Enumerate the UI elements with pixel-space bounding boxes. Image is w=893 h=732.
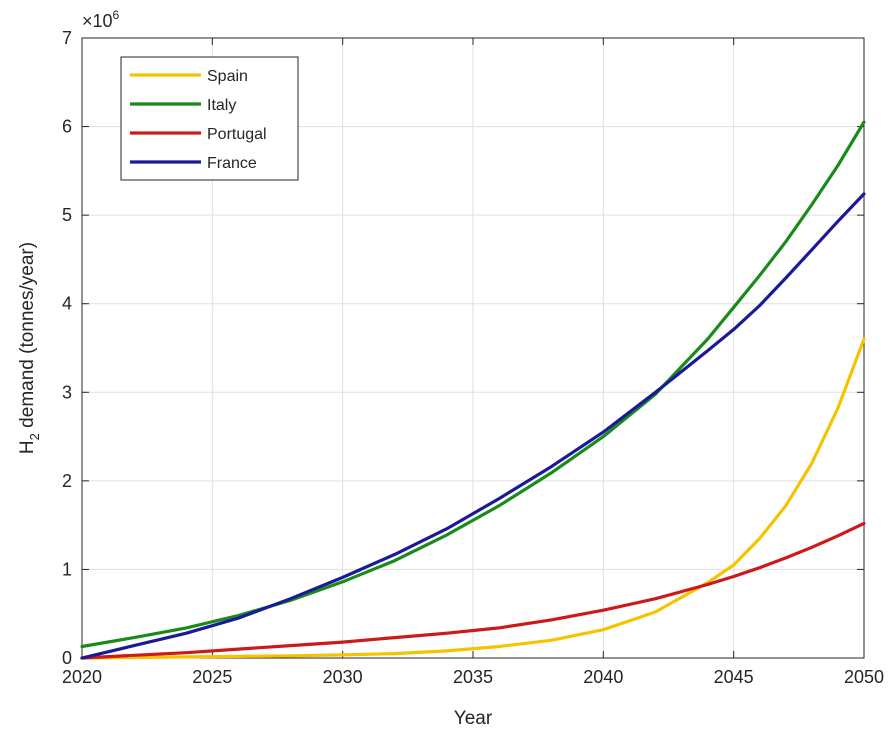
x-axis-label: Year (454, 708, 493, 729)
legend-label-spain: Spain (207, 68, 248, 85)
exponent-prefix: ×10 (82, 11, 113, 31)
series-line-spain (80, 337, 866, 660)
y-axis-label-sub: 2 (27, 433, 42, 440)
y-tick-label: 1 (62, 559, 72, 579)
y-tick-label: 3 (62, 382, 72, 402)
legend-box (120, 56, 299, 181)
exponent-power: 6 (113, 8, 120, 22)
x-tick-label: 2030 (323, 667, 363, 687)
x-tick-label: 2035 (453, 667, 493, 687)
grid (81, 37, 865, 659)
y-axis-label-main: H (17, 440, 38, 454)
series-line-france (80, 192, 866, 660)
y-tick-label: 6 (62, 117, 72, 137)
legend-label-italy: Italy (207, 97, 236, 114)
y-axis-exponent: ×106 (82, 8, 120, 31)
x-tick-label: 2050 (844, 667, 884, 687)
x-tick-label: 2025 (192, 667, 232, 687)
y-tick-label: 0 (62, 648, 72, 668)
legend-label-france: France (207, 155, 257, 172)
x-tick-label: 2020 (62, 667, 102, 687)
y-tick-label: 7 (62, 28, 72, 48)
series-lines (80, 120, 866, 660)
y-tick-label: 2 (62, 471, 72, 491)
legend: Spain Italy Portugal France (120, 56, 299, 181)
x-tick-label: 2045 (714, 667, 754, 687)
legend-label-portugal: Portugal (207, 126, 267, 143)
y-tick-label: 5 (62, 205, 72, 225)
x-tick-label: 2040 (583, 667, 623, 687)
y-axis-label-rest: demand (tonnes/year) (17, 242, 38, 433)
y-axis-label: H2 demand (tonnes/year) (17, 242, 42, 454)
axis-ticks: 2020 2025 2030 2035 2040 2045 2050 0 1 2 3 4 5 6 7 (62, 28, 884, 687)
series-line-portugal (80, 521, 866, 660)
y-tick-label: 4 (62, 294, 72, 314)
series-line-italy (80, 120, 866, 649)
